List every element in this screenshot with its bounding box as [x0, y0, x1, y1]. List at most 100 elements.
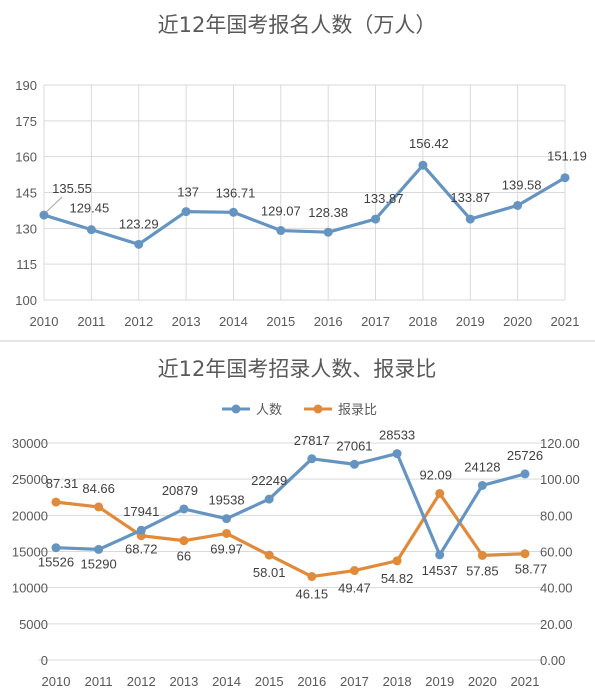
legend-marker-ratio: [313, 404, 323, 414]
data-label: 133.87: [450, 190, 490, 205]
data-point-count: [94, 544, 104, 554]
data-label-count: 14537: [422, 563, 458, 578]
y-tick-label: 115: [16, 257, 37, 272]
data-label: 128.38: [308, 205, 348, 220]
data-point: [418, 160, 428, 170]
data-point-ratio: [264, 550, 274, 560]
data-label-count: 24128: [464, 459, 500, 474]
x-tick-label: 2012: [124, 314, 153, 329]
data-label: 129.07: [261, 204, 301, 219]
data-label-count: 25726: [507, 448, 543, 463]
x-tick-label: 2016: [297, 674, 326, 689]
data-point: [513, 200, 523, 210]
data-label-count: 20879: [162, 483, 198, 498]
x-tick-label: 2012: [127, 674, 156, 689]
data-label-count: 28533: [379, 428, 415, 443]
data-label-count: 22249: [251, 473, 287, 488]
legend-label-count: 人数: [256, 403, 282, 418]
data-point-count: [136, 525, 146, 535]
y-right-tick-label: 120.00: [540, 436, 580, 451]
x-tick-label: 2019: [456, 314, 485, 329]
x-tick-label: 2016: [314, 314, 343, 329]
y-left-tick-label: 10000: [12, 581, 48, 596]
data-label-count: 17941: [123, 504, 159, 519]
y-left-tick-label: 25000: [12, 472, 48, 487]
y-left-tick-label: 15000: [12, 545, 48, 560]
y-tick-label: 130: [15, 221, 37, 236]
x-tick-label: 2014: [219, 314, 248, 329]
x-tick-label: 2010: [42, 674, 71, 689]
legend-marker-count: [231, 404, 241, 414]
y-left-tick-label: 0: [41, 653, 48, 668]
data-point: [323, 227, 333, 237]
data-point: [276, 226, 286, 236]
data-point-ratio: [307, 572, 317, 582]
data-label-ratio: 54.82: [381, 571, 414, 586]
data-point-ratio: [520, 549, 530, 559]
data-point: [228, 207, 238, 217]
data-point: [181, 207, 191, 217]
data-point-ratio: [392, 556, 402, 566]
data-point-ratio: [94, 502, 104, 512]
data-point-count: [264, 494, 274, 504]
data-point: [86, 225, 96, 235]
data-label-ratio: 57.85: [466, 563, 499, 578]
data-point-count: [307, 454, 317, 464]
data-label-ratio: 46.15: [296, 587, 329, 602]
y-right-tick-label: 80.00: [540, 508, 573, 523]
y-left-tick-label: 30000: [12, 436, 48, 451]
data-label-ratio: 68.72: [125, 542, 158, 557]
data-label: 156.42: [409, 136, 449, 151]
x-tick-label: 2021: [511, 674, 540, 689]
data-label: 137: [177, 185, 199, 200]
data-label-count: 19538: [208, 493, 244, 508]
data-label-count: 15526: [38, 555, 74, 570]
x-tick-label: 2014: [212, 674, 241, 689]
data-label: 151.19: [547, 149, 587, 164]
data-point-ratio: [435, 488, 445, 498]
y-tick-label: 100: [15, 293, 37, 308]
data-point-count: [477, 480, 487, 490]
data-point: [371, 214, 381, 224]
legend: 人数 报录比: [222, 403, 377, 418]
data-point-count: [222, 514, 232, 524]
data-point-ratio: [349, 566, 359, 576]
series-line-ratio: [55, 491, 526, 579]
data-point-ratio: [51, 497, 61, 507]
data-label-count: 27061: [336, 438, 372, 453]
data-point: [465, 214, 475, 224]
y-right-tick-label: 100.00: [540, 472, 580, 487]
y-tick-label: 145: [15, 186, 37, 201]
y-right-tick-label: 40.00: [540, 581, 573, 596]
data-label-ratio: 69.97: [210, 541, 243, 556]
data-point-count: [435, 550, 445, 560]
data-point-ratio: [477, 550, 487, 560]
data-label-ratio: 58.77: [515, 562, 548, 577]
x-tick-label: 2018: [383, 674, 412, 689]
data-label-ratio: 92.09: [419, 467, 452, 482]
data-label: 139.58: [502, 177, 542, 192]
x-tick-label: 2017: [361, 314, 390, 329]
data-point-count: [51, 543, 61, 553]
data-point: [560, 173, 570, 183]
data-point-count: [392, 449, 402, 459]
data-point-count: [520, 469, 530, 479]
y-right-tick-label: 60.00: [540, 545, 573, 560]
registration-chart: 近12年国考报名人数（万人） 100 115 130 145 160 175 190 201…: [15, 13, 587, 329]
data-label-count: 27817: [294, 433, 330, 448]
x-tick-label: 2015: [266, 314, 295, 329]
y-right-tick-label: 20.00: [540, 617, 573, 632]
y-right-tick-label: 0.00: [540, 653, 565, 668]
series-line: [43, 163, 566, 246]
data-point-count: [179, 504, 189, 514]
data-point: [134, 239, 144, 249]
x-tick-label: 2018: [408, 314, 437, 329]
data-label: 135.55: [52, 181, 92, 196]
data-label: 129.45: [69, 201, 109, 216]
data-point-ratio: [179, 536, 189, 546]
data-label-ratio: 87.31: [46, 476, 79, 491]
data-label-ratio: 66: [177, 549, 191, 564]
recruitment-chart: 近12年国考招录人数、报录比 人数 报录比 0 5000 10000 15000 200…: [12, 357, 580, 689]
y-tick-label: 160: [15, 150, 37, 165]
chart-title: 近12年国考报名人数（万人）: [158, 13, 437, 37]
